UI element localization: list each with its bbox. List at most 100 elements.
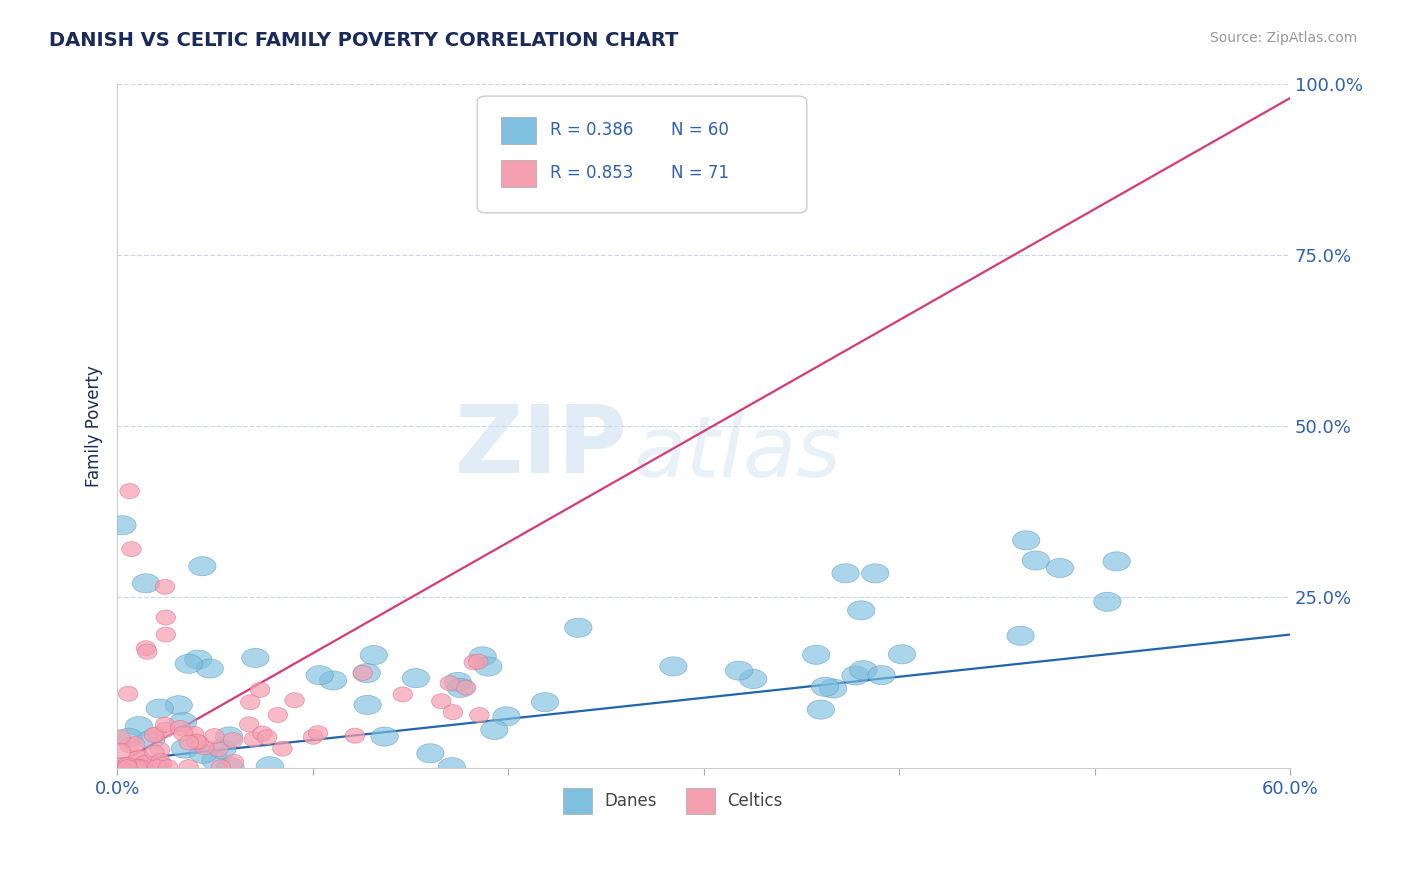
Ellipse shape	[121, 758, 139, 773]
Ellipse shape	[803, 645, 830, 665]
Ellipse shape	[1094, 592, 1121, 611]
Ellipse shape	[129, 750, 148, 765]
Ellipse shape	[122, 541, 142, 557]
FancyBboxPatch shape	[686, 789, 716, 814]
FancyBboxPatch shape	[501, 160, 536, 187]
Ellipse shape	[475, 657, 502, 676]
Ellipse shape	[319, 671, 347, 690]
Ellipse shape	[128, 757, 155, 777]
Ellipse shape	[1022, 551, 1049, 570]
Ellipse shape	[156, 723, 176, 737]
Ellipse shape	[531, 692, 558, 712]
Ellipse shape	[862, 564, 889, 582]
Text: DANISH VS CELTIC FAMILY POVERTY CORRELATION CHART: DANISH VS CELTIC FAMILY POVERTY CORRELAT…	[49, 31, 679, 50]
Ellipse shape	[129, 749, 149, 764]
Ellipse shape	[136, 640, 156, 656]
Ellipse shape	[179, 735, 198, 750]
Ellipse shape	[807, 700, 835, 719]
Text: Celtics: Celtics	[727, 792, 782, 810]
Ellipse shape	[304, 730, 323, 744]
Ellipse shape	[184, 726, 204, 741]
FancyBboxPatch shape	[477, 96, 807, 213]
Ellipse shape	[176, 654, 202, 673]
Ellipse shape	[120, 483, 139, 499]
Ellipse shape	[165, 696, 193, 714]
Ellipse shape	[868, 665, 896, 685]
Ellipse shape	[138, 731, 165, 749]
Ellipse shape	[127, 757, 153, 777]
Ellipse shape	[217, 757, 245, 777]
Text: R = 0.386: R = 0.386	[550, 121, 633, 139]
Ellipse shape	[208, 742, 228, 757]
Ellipse shape	[285, 693, 304, 707]
Ellipse shape	[353, 665, 373, 681]
Ellipse shape	[468, 654, 488, 669]
Ellipse shape	[205, 729, 224, 744]
Ellipse shape	[360, 646, 388, 665]
Ellipse shape	[159, 760, 179, 774]
Ellipse shape	[1007, 626, 1035, 645]
Ellipse shape	[820, 679, 846, 698]
Ellipse shape	[470, 707, 489, 723]
Ellipse shape	[179, 760, 198, 774]
Ellipse shape	[184, 650, 212, 669]
Ellipse shape	[156, 627, 176, 642]
Ellipse shape	[208, 740, 236, 759]
Ellipse shape	[201, 751, 229, 770]
Ellipse shape	[481, 721, 508, 739]
Ellipse shape	[111, 743, 131, 758]
Ellipse shape	[811, 677, 839, 697]
Ellipse shape	[432, 694, 451, 709]
Ellipse shape	[253, 726, 273, 741]
Ellipse shape	[141, 757, 169, 777]
Ellipse shape	[170, 721, 190, 735]
Ellipse shape	[150, 742, 170, 757]
Ellipse shape	[464, 655, 484, 670]
Ellipse shape	[832, 564, 859, 582]
Ellipse shape	[117, 757, 136, 772]
Ellipse shape	[659, 657, 688, 676]
Ellipse shape	[150, 760, 170, 774]
Ellipse shape	[128, 760, 148, 774]
Ellipse shape	[371, 727, 398, 747]
Ellipse shape	[190, 744, 217, 764]
FancyBboxPatch shape	[562, 789, 592, 814]
Text: ZIP: ZIP	[454, 401, 627, 492]
Text: R = 0.853: R = 0.853	[550, 164, 633, 182]
Ellipse shape	[224, 732, 243, 747]
Ellipse shape	[118, 686, 138, 701]
Ellipse shape	[188, 557, 217, 576]
Ellipse shape	[1012, 531, 1040, 550]
Text: Danes: Danes	[605, 792, 657, 810]
Y-axis label: Family Poverty: Family Poverty	[86, 365, 103, 487]
Text: Source: ZipAtlas.com: Source: ZipAtlas.com	[1209, 31, 1357, 45]
Ellipse shape	[114, 757, 134, 772]
Ellipse shape	[122, 760, 142, 774]
Ellipse shape	[444, 673, 471, 691]
Ellipse shape	[188, 735, 208, 750]
Ellipse shape	[1046, 558, 1074, 577]
Ellipse shape	[145, 745, 165, 760]
Ellipse shape	[240, 695, 260, 710]
Ellipse shape	[257, 730, 277, 745]
Ellipse shape	[125, 716, 153, 736]
Ellipse shape	[195, 659, 224, 678]
Ellipse shape	[150, 754, 170, 769]
Ellipse shape	[344, 728, 364, 743]
Ellipse shape	[111, 730, 131, 745]
Ellipse shape	[148, 727, 167, 742]
Ellipse shape	[740, 669, 766, 689]
Ellipse shape	[129, 760, 149, 774]
Ellipse shape	[169, 713, 197, 731]
Ellipse shape	[224, 755, 243, 770]
Ellipse shape	[115, 760, 135, 774]
Ellipse shape	[129, 760, 149, 774]
Ellipse shape	[457, 680, 475, 695]
Ellipse shape	[565, 618, 592, 637]
Ellipse shape	[152, 757, 172, 772]
Ellipse shape	[470, 647, 496, 666]
Ellipse shape	[211, 760, 231, 774]
Ellipse shape	[269, 707, 288, 723]
Ellipse shape	[250, 682, 270, 698]
Ellipse shape	[308, 725, 328, 740]
